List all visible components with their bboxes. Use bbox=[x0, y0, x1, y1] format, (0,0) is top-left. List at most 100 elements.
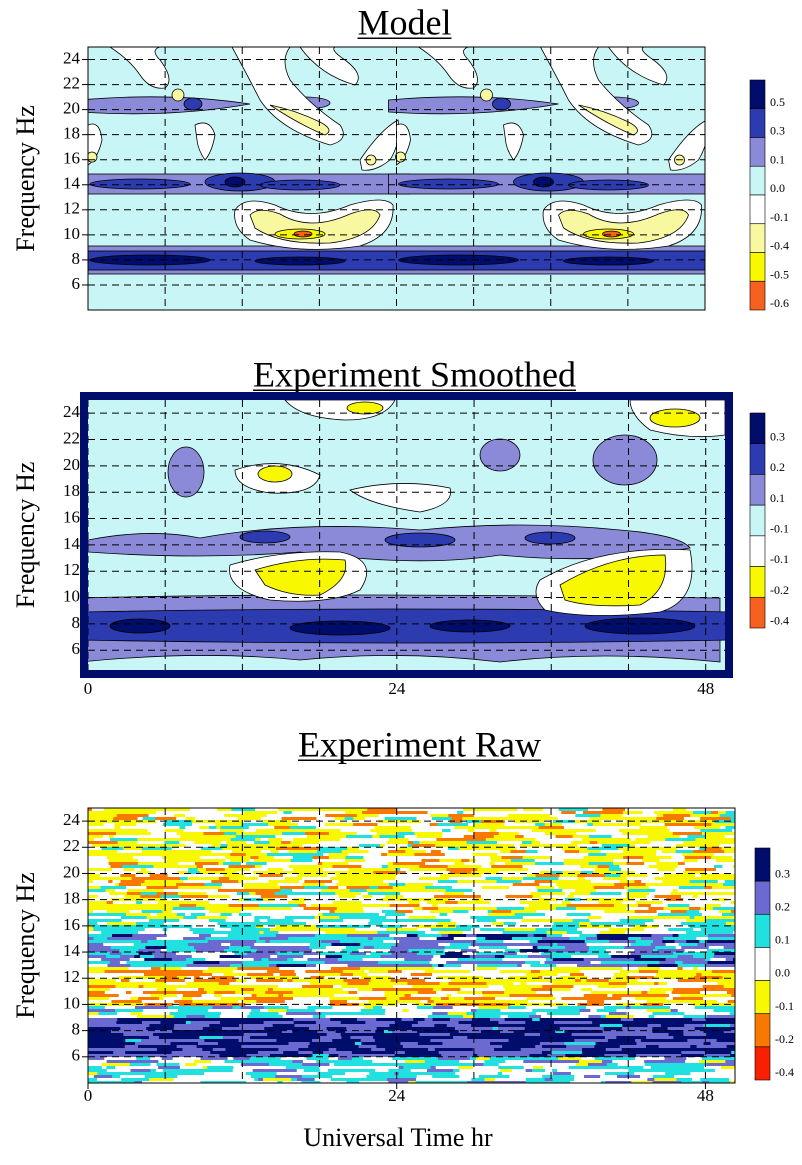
texture bbox=[662, 997, 667, 1001]
texture bbox=[132, 853, 145, 857]
texture bbox=[616, 832, 623, 836]
texture bbox=[565, 892, 570, 896]
texture bbox=[470, 1072, 478, 1076]
texture bbox=[523, 856, 551, 860]
texture bbox=[418, 934, 442, 938]
texture bbox=[492, 910, 512, 914]
texture bbox=[546, 1000, 567, 1004]
texture bbox=[448, 883, 465, 887]
texture bbox=[245, 895, 261, 899]
texture bbox=[690, 1045, 697, 1049]
colorbar-swatch bbox=[755, 1047, 770, 1080]
texture bbox=[397, 1000, 407, 1004]
texture bbox=[277, 958, 288, 962]
texture bbox=[274, 892, 306, 896]
texture bbox=[162, 856, 173, 860]
texture bbox=[331, 1045, 359, 1049]
texture bbox=[464, 997, 478, 1001]
texture bbox=[384, 829, 413, 833]
texture bbox=[342, 910, 364, 914]
texture bbox=[383, 877, 396, 881]
y-tick-label: 22 bbox=[63, 836, 80, 855]
texture bbox=[576, 811, 584, 815]
texture bbox=[198, 970, 203, 974]
texture bbox=[136, 982, 167, 986]
texture bbox=[545, 823, 563, 827]
texture bbox=[388, 1021, 395, 1025]
texture bbox=[658, 916, 690, 920]
texture bbox=[504, 991, 515, 995]
texture bbox=[138, 979, 156, 983]
texture bbox=[117, 973, 144, 977]
texture bbox=[459, 1075, 479, 1079]
texture bbox=[728, 1000, 747, 1004]
texture bbox=[209, 910, 241, 914]
texture bbox=[460, 1048, 473, 1052]
texture bbox=[88, 916, 98, 920]
texture bbox=[209, 826, 217, 830]
texture bbox=[179, 961, 194, 965]
texture bbox=[476, 1057, 490, 1061]
texture bbox=[315, 916, 340, 920]
texture bbox=[437, 823, 468, 827]
texture bbox=[236, 835, 267, 839]
texture bbox=[338, 880, 361, 884]
texture bbox=[271, 850, 279, 854]
texture bbox=[218, 1042, 243, 1046]
texture bbox=[176, 880, 184, 884]
texture bbox=[499, 1000, 529, 1004]
texture bbox=[128, 889, 150, 893]
texture bbox=[103, 943, 134, 947]
texture bbox=[217, 922, 248, 926]
texture bbox=[641, 937, 659, 941]
texture bbox=[88, 994, 119, 998]
texture bbox=[512, 1072, 532, 1076]
texture bbox=[540, 841, 572, 845]
texture bbox=[204, 1039, 221, 1043]
texture bbox=[241, 1063, 270, 1067]
texture bbox=[338, 901, 362, 905]
texture bbox=[365, 850, 370, 854]
texture bbox=[601, 970, 620, 974]
texture bbox=[504, 823, 535, 827]
texture bbox=[377, 901, 409, 905]
texture bbox=[647, 1000, 660, 1004]
texture bbox=[246, 853, 255, 857]
texture bbox=[298, 1051, 313, 1055]
texture bbox=[580, 970, 602, 974]
texture bbox=[395, 910, 413, 914]
y-tick-label: 6 bbox=[72, 1046, 81, 1065]
texture bbox=[658, 970, 684, 974]
texture bbox=[506, 1012, 530, 1016]
texture bbox=[553, 943, 558, 947]
texture bbox=[634, 1072, 665, 1076]
texture bbox=[586, 1006, 599, 1010]
texture bbox=[714, 1009, 742, 1013]
texture bbox=[149, 1078, 174, 1082]
texture bbox=[220, 1021, 248, 1025]
texture bbox=[135, 1042, 142, 1046]
texture bbox=[309, 931, 326, 935]
texture bbox=[622, 814, 635, 818]
texture bbox=[659, 1045, 691, 1049]
texture bbox=[628, 973, 657, 977]
texture bbox=[161, 961, 168, 965]
texture bbox=[608, 1033, 635, 1037]
texture bbox=[590, 919, 621, 923]
texture bbox=[346, 1018, 357, 1022]
texture bbox=[468, 901, 490, 905]
texture bbox=[308, 808, 316, 812]
texture bbox=[287, 979, 293, 983]
texture bbox=[575, 889, 597, 893]
texture bbox=[93, 910, 107, 914]
texture bbox=[453, 910, 469, 914]
texture bbox=[455, 877, 486, 881]
texture bbox=[201, 1075, 229, 1079]
texture bbox=[110, 838, 138, 842]
texture bbox=[188, 901, 210, 905]
texture bbox=[559, 1042, 565, 1046]
texture bbox=[560, 1027, 589, 1031]
texture bbox=[627, 877, 655, 881]
y-tick-label: 24 bbox=[63, 810, 81, 829]
texture bbox=[316, 964, 348, 968]
